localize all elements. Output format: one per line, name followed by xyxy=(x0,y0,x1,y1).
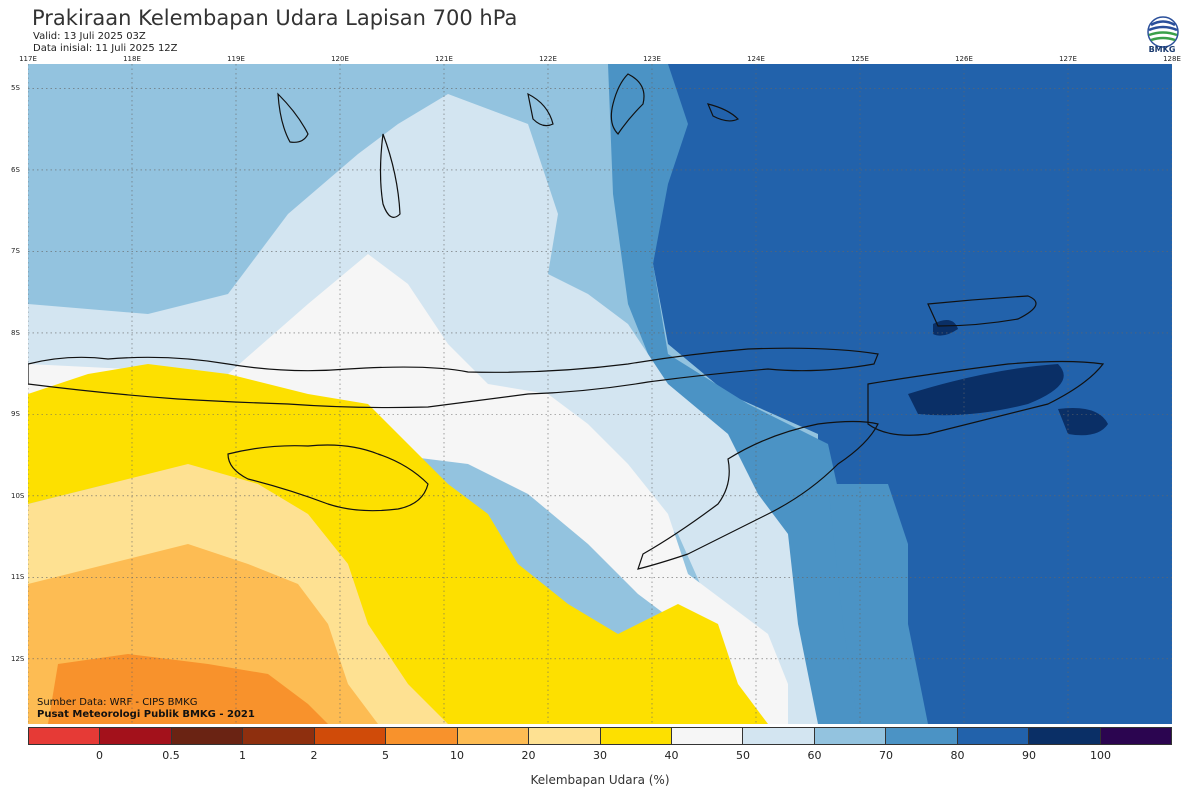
colorbar-tick: 60 xyxy=(807,749,822,762)
colorbar-tick: 100 xyxy=(1090,749,1111,762)
humidity-zone-90-100-b xyxy=(1058,408,1108,436)
lon-label: 121E xyxy=(435,55,453,63)
lat-label: 5S xyxy=(11,84,20,93)
lat-label: 8S xyxy=(11,328,20,337)
colorbar-tick: 40 xyxy=(664,749,679,762)
colorbar-tick: 70 xyxy=(879,749,893,762)
lat-label: 9S xyxy=(11,410,20,419)
humidity-zone-5-10 xyxy=(48,654,328,724)
colorbar-label: Kelembapan Udara (%) xyxy=(530,773,670,787)
lon-label: 127E xyxy=(1059,55,1077,63)
lon-label: 124E xyxy=(747,55,765,63)
data-source: Sumber Data: WRF - CIPS BMKG xyxy=(37,697,198,708)
humidity-zone-40-50 xyxy=(28,254,788,724)
colorbar-segment xyxy=(600,728,672,744)
organization-credit: Pusat Meteorologi Publik BMKG - 2021 xyxy=(37,709,255,720)
lon-label: 117E xyxy=(19,55,37,63)
colorbar-segment xyxy=(814,728,887,744)
valid-time: Valid: 13 Juli 2025 03Z xyxy=(33,31,146,42)
colorbar-segment xyxy=(1100,728,1171,744)
colorbar-segment xyxy=(671,728,744,744)
colorbar-tick: 0 xyxy=(96,749,103,762)
colorbar-segment xyxy=(100,728,172,744)
colorbar-tick: 2 xyxy=(310,749,318,762)
lon-label: 123E xyxy=(643,55,661,63)
colorbar xyxy=(28,727,1172,745)
lon-label: 122E xyxy=(539,55,557,63)
lat-label: 12S xyxy=(11,654,25,663)
colorbar-tick: 20 xyxy=(521,749,536,762)
colorbar-tick: 90 xyxy=(1022,749,1036,762)
colorbar-segment xyxy=(29,728,101,744)
lat-label: 7S xyxy=(11,247,20,256)
humidity-zone-90-100 xyxy=(908,364,1064,416)
humidity-zone-70-80-south xyxy=(828,484,928,724)
lon-label: 126E xyxy=(955,55,973,63)
lat-label: 10S xyxy=(11,491,25,500)
humidity-zone-70-80 xyxy=(608,64,868,724)
colorbar-tick: 50 xyxy=(736,749,750,762)
lon-label: 120E xyxy=(331,55,349,63)
map-title: Prakiraan Kelembapan Udara Lapisan 700 h… xyxy=(32,6,518,30)
colorbar-segment xyxy=(243,728,315,744)
colorbar-segment xyxy=(386,728,458,744)
colorbar-segment xyxy=(886,728,958,744)
colorbar-tick: 0.5 xyxy=(162,749,180,762)
colorbar-tick: 5 xyxy=(382,749,389,762)
lon-label: 125E xyxy=(851,55,869,63)
lat-label: 6S xyxy=(11,165,20,174)
colorbar-tick: 1 xyxy=(239,749,246,762)
colorbar-segment xyxy=(743,728,815,744)
coastlines xyxy=(28,73,1105,570)
lon-label: 119E xyxy=(227,55,245,63)
colorbar-segment xyxy=(171,728,244,744)
humidity-zone-90-100-c xyxy=(933,320,958,336)
colorbar-tick: 10 xyxy=(450,749,464,762)
humidity-map xyxy=(28,64,1172,724)
colorbar-segment xyxy=(957,728,1030,744)
colorbar-segment xyxy=(457,728,530,744)
bmkg-logo-icon xyxy=(1147,16,1179,48)
colorbar-tick: 30 xyxy=(593,749,607,762)
lon-label: 118E xyxy=(123,55,141,63)
lat-lon-grid xyxy=(28,64,1172,724)
lon-label: 128E xyxy=(1163,55,1181,63)
lat-label: 11S xyxy=(11,573,25,582)
colorbar-segment xyxy=(529,728,601,744)
colorbar-segment xyxy=(314,728,387,744)
colorbar-tick: 80 xyxy=(950,749,965,762)
initial-data-time: Data inisial: 11 Juli 2025 12Z xyxy=(33,43,178,54)
humidity-zone-30-40 xyxy=(28,364,768,724)
bmkg-logo-text: BMKG xyxy=(1148,45,1176,54)
colorbar-segment xyxy=(1029,728,1101,744)
